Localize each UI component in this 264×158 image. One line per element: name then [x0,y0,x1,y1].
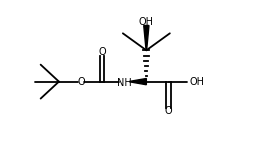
Text: O: O [165,106,172,116]
Polygon shape [144,25,149,50]
Text: NH: NH [117,78,131,88]
Text: OH: OH [190,77,205,87]
Text: OH: OH [139,17,154,27]
Polygon shape [130,79,146,85]
Text: O: O [77,77,85,87]
Text: O: O [98,47,106,57]
